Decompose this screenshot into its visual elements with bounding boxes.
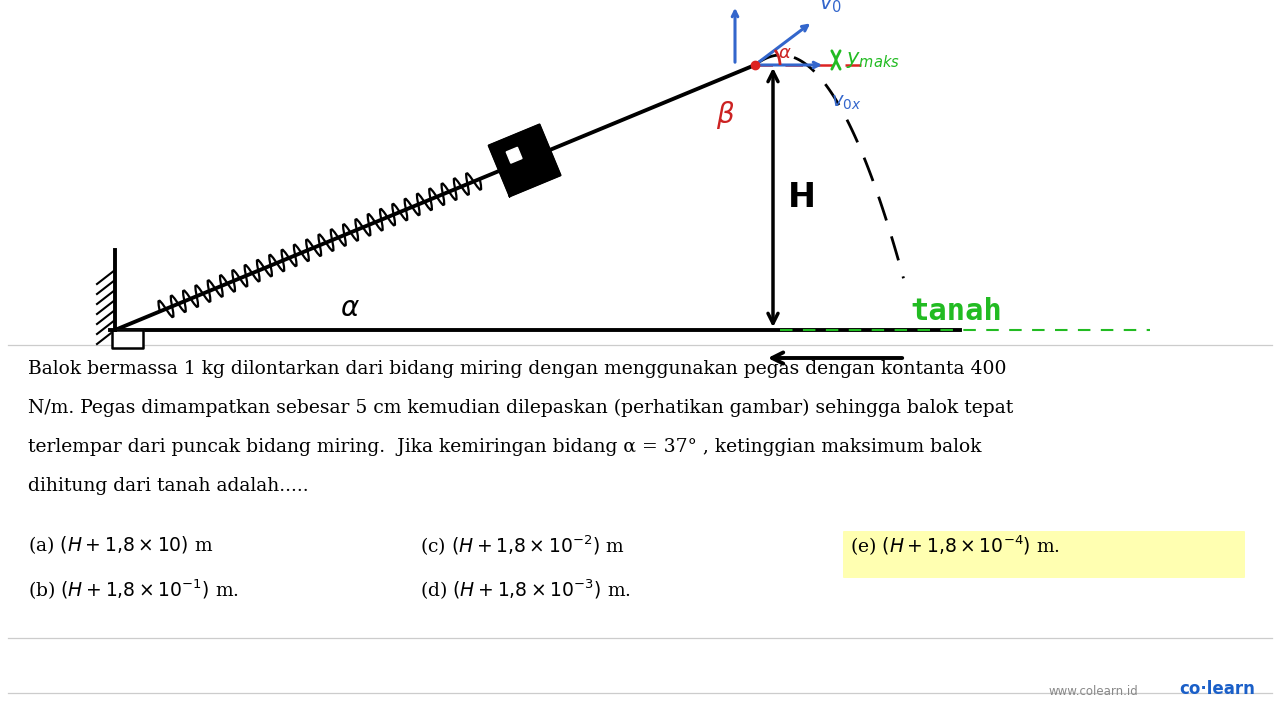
Text: (c) $(H + 1{,}8 \times 10^{-2})$ m: (c) $(H + 1{,}8 \times 10^{-2})$ m (420, 534, 625, 558)
Text: $v_0$: $v_0$ (818, 0, 841, 14)
Polygon shape (113, 330, 143, 348)
Text: tanah: tanah (910, 297, 1002, 326)
Text: H: H (788, 181, 817, 214)
Text: dihitung dari tanah adalah.....: dihitung dari tanah adalah..... (28, 477, 308, 495)
Text: (a) $(H + 1{,}8 \times 10)$ m: (a) $(H + 1{,}8 \times 10)$ m (28, 534, 214, 556)
FancyBboxPatch shape (844, 531, 1245, 578)
Text: (b) $(H + 1{,}8 \times 10^{-1})$ m.: (b) $(H + 1{,}8 \times 10^{-1})$ m. (28, 578, 239, 603)
Text: terlempar dari puncak bidang miring.  Jika kemiringan bidang α = 37° , ketinggia: terlempar dari puncak bidang miring. Jik… (28, 438, 982, 456)
Text: (d) $(H + 1{,}8 \times 10^{-3})$ m.: (d) $(H + 1{,}8 \times 10^{-3})$ m. (420, 578, 631, 603)
Text: $y_{maks}$: $y_{maks}$ (846, 50, 900, 70)
Text: (e) $(H + 1{,}8 \times 10^{-4})$ m.: (e) $(H + 1{,}8 \times 10^{-4})$ m. (850, 534, 1060, 558)
Text: $\alpha$: $\alpha$ (340, 294, 360, 322)
Text: $v_{0x}$: $v_{0x}$ (831, 93, 861, 112)
Text: $\beta$: $\beta$ (716, 99, 735, 131)
Text: N/m. Pegas dimampatkan sebesar 5 cm kemudian dilepaskan (perhatikan gambar) sehi: N/m. Pegas dimampatkan sebesar 5 cm kemu… (28, 399, 1014, 418)
Polygon shape (506, 148, 522, 163)
Text: $\alpha$: $\alpha$ (778, 44, 792, 62)
Text: www.colearn.id: www.colearn.id (1048, 685, 1138, 698)
Polygon shape (489, 125, 561, 197)
Text: co·learn: co·learn (1179, 680, 1254, 698)
Text: Balok bermassa 1 kg dilontarkan dari bidang miring dengan menggunakan pegas deng: Balok bermassa 1 kg dilontarkan dari bid… (28, 360, 1006, 378)
